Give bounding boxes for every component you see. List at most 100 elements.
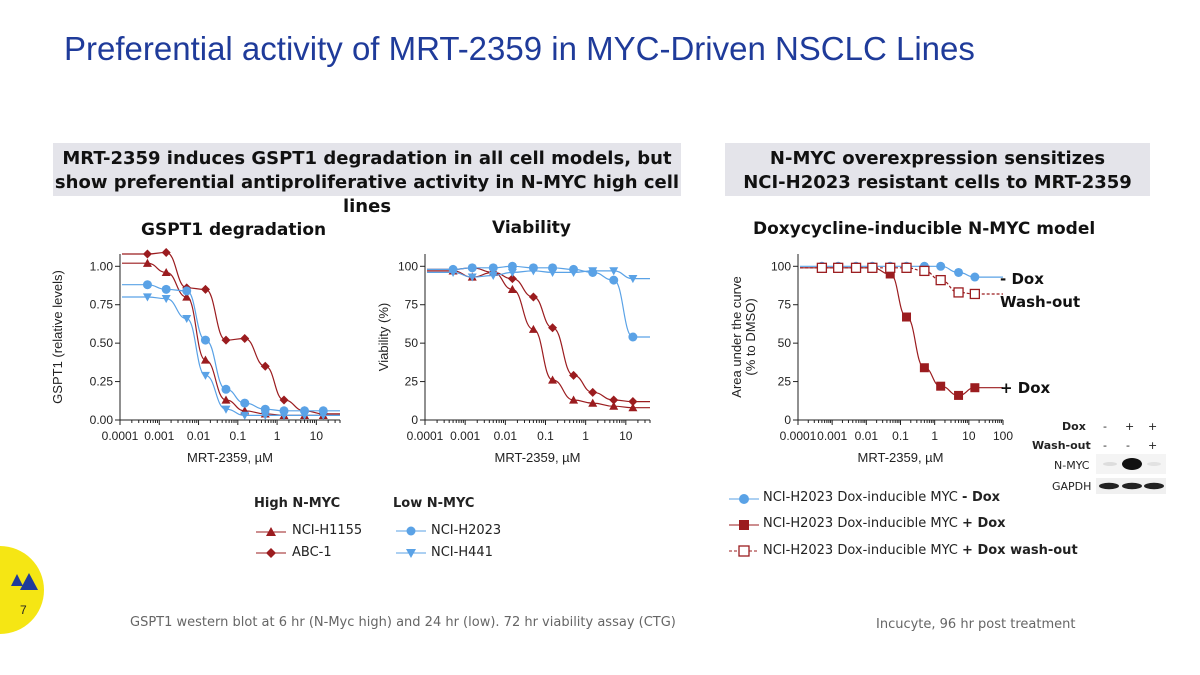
data-point — [954, 390, 964, 400]
data-point — [588, 267, 598, 276]
legend-label-minus-dox: NCI-H2023 Dox-inducible MYC - Dox — [763, 490, 1001, 505]
data-point — [260, 411, 270, 420]
legend-label-h441: NCI-H441 — [431, 545, 493, 560]
data-point — [507, 261, 517, 271]
data-point — [548, 268, 558, 277]
y-tick-label: 1.00 — [90, 259, 114, 273]
y-tick-label: 0.75 — [90, 298, 114, 312]
data-point — [260, 361, 270, 371]
data-point — [609, 275, 619, 285]
y-tick-label: 25 — [405, 375, 419, 389]
blot-dox-sign: + — [1148, 420, 1158, 433]
data-point — [507, 284, 517, 293]
banner-left-line-2: show preferential antiproliferative acti… — [54, 172, 680, 217]
brand-logo — [0, 546, 44, 634]
data-point — [142, 258, 152, 267]
data-point — [507, 274, 517, 284]
x-tick-label: 0.0001 — [780, 429, 817, 443]
x-axis-label: MRT-2359, µM — [187, 450, 273, 465]
data-point — [528, 267, 538, 276]
data-point — [161, 248, 171, 257]
data-point — [850, 262, 862, 273]
x-tick-label: 10 — [962, 429, 976, 443]
blot-row-dox: Dox — [1062, 420, 1086, 433]
curve-label-washout: Wash-out — [1000, 293, 1081, 311]
banner-right-line-1: N-MYC overexpression sensitizes — [769, 148, 1106, 169]
data-point — [588, 387, 598, 397]
y-axis-label: Area under the curve — [729, 276, 744, 397]
x-tick-label: 0.1 — [537, 429, 554, 443]
x-tick-label: 0.1 — [892, 429, 909, 443]
footnote-right: Incucyte, 96 hr post treatment — [876, 617, 1076, 632]
y-tick-label: 0.50 — [90, 336, 114, 350]
data-point — [161, 284, 171, 294]
blot-dox-sign: - — [1103, 420, 1107, 433]
y-tick-label: 25 — [778, 375, 792, 389]
legend-marker-minus-dox — [729, 494, 759, 504]
data-point — [609, 267, 619, 276]
data-point — [318, 411, 328, 420]
series-line-nci-h1155 — [427, 270, 650, 409]
x-tick-label: 0.01 — [187, 429, 211, 443]
data-point — [548, 375, 558, 384]
data-point — [867, 262, 878, 273]
legend-heading-high-nmyc: High N-MYC — [254, 496, 341, 511]
data-point — [200, 355, 210, 364]
data-point — [569, 370, 579, 380]
data-point — [142, 280, 152, 290]
blot-washout-sign: - — [1103, 439, 1107, 452]
gspt1-degradation-chart: 0.00 0.25 0.50 0.75 1.00 0.0001 0.001 0.01 0.1 1 1… — [50, 248, 341, 465]
data-point — [300, 411, 310, 420]
data-point — [488, 271, 498, 281]
data-point — [569, 268, 579, 277]
data-point — [628, 397, 638, 407]
blot-dox-sign: + — [1125, 420, 1135, 433]
legend-label-h2023: NCI-H2023 — [431, 523, 502, 538]
y-tick-label: 0.25 — [90, 375, 114, 389]
data-point — [609, 395, 619, 405]
x-tick-label: 10 — [310, 429, 324, 443]
blot-washout-sign: - — [1126, 439, 1130, 452]
data-point — [528, 292, 538, 302]
data-point — [142, 293, 152, 302]
data-point — [919, 265, 930, 277]
footnote-left: GSPT1 western blot at 6 hr (N-Myc high) … — [130, 615, 676, 630]
data-point — [885, 269, 895, 279]
x-axis-label: MRT-2359, µM — [495, 450, 581, 465]
data-point — [609, 401, 619, 410]
legend-marker-washout — [729, 545, 759, 557]
legend-marker-plus-dox — [729, 520, 759, 530]
data-point — [221, 395, 231, 404]
data-point — [628, 332, 638, 342]
y-tick-label: 0 — [784, 413, 791, 427]
series-line-nci-h2023-dox-inducible-myc-dox — [800, 267, 1003, 397]
x-tick-label: 0.0001 — [407, 429, 444, 443]
legend-marker-h1155 — [256, 527, 286, 536]
slide-title: Preferential activity of MRT-2359 in MYC… — [64, 30, 975, 67]
western-blot-image — [1096, 454, 1166, 494]
data-point — [628, 403, 638, 412]
x-tick-label: 0.01 — [855, 429, 879, 443]
curve-label-plus-dox: + Dox — [1000, 379, 1051, 397]
data-point — [548, 323, 558, 333]
data-point — [448, 268, 458, 277]
banner-right-line-2: NCI-H2023 resistant cells to MRT-2359 — [743, 172, 1132, 193]
data-point — [221, 335, 231, 345]
data-point — [970, 383, 980, 393]
data-point — [467, 273, 477, 282]
legend-label-h1155: NCI-H1155 — [292, 523, 363, 538]
y-axis-label: Viability (%) — [376, 303, 391, 371]
y-tick-label: 75 — [778, 298, 792, 312]
x-tick-label: 1 — [274, 429, 281, 443]
data-point — [528, 324, 538, 333]
data-point — [885, 262, 896, 273]
data-point — [221, 384, 231, 394]
x-tick-label: 0.001 — [144, 429, 174, 443]
x-tick-label: 10 — [619, 429, 633, 443]
legend-marker-h441 — [396, 549, 426, 558]
data-point — [182, 314, 192, 324]
legend-marker-abc1 — [256, 548, 286, 558]
y-tick-label: 100 — [771, 259, 791, 273]
data-point — [221, 405, 231, 414]
y-tick-label: 0.00 — [90, 413, 114, 427]
